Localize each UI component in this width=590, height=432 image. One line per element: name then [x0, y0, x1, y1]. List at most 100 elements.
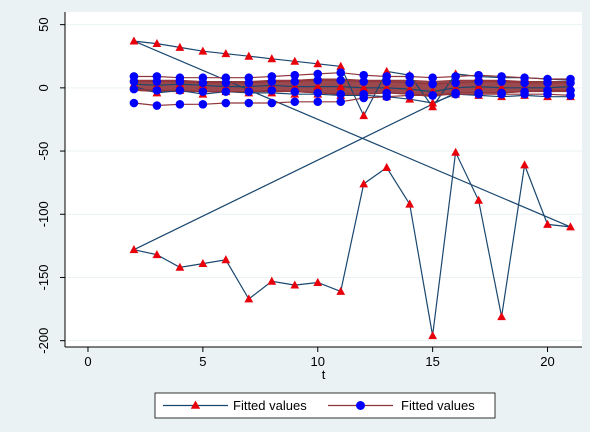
series-1-point-3-13 [428, 79, 437, 89]
series-1-point-1-15 [474, 70, 483, 80]
series-0-point-0-0 [129, 36, 139, 45]
x-axis-title: t [322, 367, 326, 382]
x-tick-label-0: 0 [84, 354, 91, 369]
series-1-point-0-9 [336, 97, 346, 107]
series-1-point-0-5 [244, 98, 254, 108]
series-1-point-2-2 [175, 86, 185, 95]
series-0-line-3 [133, 83, 571, 93]
series-0-point-0-4 [221, 49, 231, 58]
series-1-point-3-5 [244, 78, 254, 88]
series-0-point-1-5 [244, 294, 254, 303]
series-0-point-2-13 [428, 98, 438, 107]
series-0-point-0-8 [313, 59, 323, 68]
y-tick-label-4: -150 [36, 264, 51, 290]
series-0-point-0-5 [244, 51, 254, 60]
legend-item-2: Fitted values [328, 398, 475, 413]
series-1-point-2-0 [129, 84, 139, 94]
y-ticks: 50 0 -50 -100 -150 -200 [36, 17, 65, 354]
series-0-line-2 [133, 86, 571, 104]
series-0-point-1-15 [474, 195, 483, 204]
series-1-point-0-2 [175, 99, 185, 109]
series-0-point-3-10 [359, 83, 369, 92]
series-markers [129, 36, 575, 340]
y-tick-label-5: -200 [36, 328, 51, 354]
series-0-point-1-8 [313, 277, 323, 286]
series-1-point-3-1 [152, 77, 162, 86]
axes [64, 12, 582, 348]
series-1-point-3-10 [359, 77, 369, 86]
series-1-point-3-16 [497, 77, 506, 86]
series-1-point-2-10 [359, 89, 369, 99]
series-1-point-3-11 [382, 77, 391, 86]
series-1-point-3-14 [451, 78, 460, 88]
series-1-point-1-8 [313, 69, 323, 79]
series-1-point-0-8 [313, 97, 323, 107]
series-1-point-2-7 [290, 87, 300, 96]
legend-label-1: Fitted values [233, 398, 307, 413]
legend-circle-marker [356, 401, 365, 410]
series-0-point-0-1 [152, 39, 162, 48]
x-tick-label-3: 15 [425, 354, 439, 369]
series-0-point-1-13 [428, 331, 438, 340]
series-0-point-3-8 [313, 81, 323, 91]
series-1-point-2-17 [520, 87, 529, 96]
series-0-point-1-0 [129, 245, 139, 254]
series-1-point-0-7 [290, 97, 300, 107]
series-0-point-1-1 [152, 250, 162, 259]
series-0-point-0-7 [290, 56, 300, 65]
series-0-line-1 [133, 150, 571, 336]
series-1-point-3-4 [221, 78, 231, 88]
x-tick-label-4: 20 [540, 354, 554, 369]
series-1-point-0-1 [152, 101, 162, 110]
series-0-point-1-7 [290, 280, 300, 289]
series-1-point-2-13 [428, 91, 437, 100]
series-0-point-1-3 [198, 258, 208, 268]
series-1-point-2-9 [336, 89, 346, 99]
series-1-point-2-3 [198, 87, 208, 96]
plot-area [65, 12, 582, 347]
series-1-point-1-9 [336, 68, 346, 77]
x-ticks: 0 5 10 15 20 [84, 347, 555, 369]
legend-triangle-marker [190, 400, 201, 409]
series-0-point-1-18 [543, 219, 552, 228]
series-1-point-1-14 [451, 72, 460, 81]
series-1-point-3-17 [520, 78, 529, 88]
series-0-point-1-9 [336, 286, 346, 295]
series-0-point-0-2 [175, 42, 185, 51]
series-1-point-2-6 [267, 86, 277, 95]
series-1-point-0-0 [129, 98, 139, 108]
x-tick-label-2: 10 [311, 354, 325, 369]
series-1-point-3-15 [474, 77, 483, 86]
series-0-point-3-9 [336, 81, 346, 91]
y-tick-label-1: 0 [36, 84, 51, 91]
series-1-point-3-9 [336, 75, 346, 85]
series-0-point-1-6 [267, 276, 277, 285]
series-1-point-2-4 [221, 87, 231, 96]
crossing-line-0 [133, 40, 571, 228]
series-0-point-0-10 [359, 111, 369, 120]
series-0-point-0-9 [336, 61, 346, 70]
series-0-point-0-3 [198, 46, 208, 55]
series-1-point-2-18 [543, 86, 552, 95]
y-tick-label-2: -50 [36, 142, 51, 161]
series-0-point-1-14 [451, 147, 460, 156]
series-1-point-2-14 [451, 88, 460, 98]
series-1-point-2-16 [497, 88, 506, 98]
series-0-point-1-2 [175, 262, 185, 271]
series-1-point-2-1 [152, 86, 162, 95]
series-1-point-3-19 [566, 78, 575, 88]
y-tick-label-3: -100 [36, 201, 51, 227]
series-1-point-1-12 [405, 72, 414, 81]
series-1-point-3-18 [543, 78, 552, 88]
series-1-point-2-5 [244, 87, 254, 96]
y-tick-label-0: 50 [36, 17, 51, 31]
series-1-point-3-6 [267, 77, 277, 86]
series-1-point-1-7 [290, 70, 300, 80]
series-0-point-1-12 [405, 199, 415, 208]
series-1-point-0-3 [198, 99, 208, 109]
series-0-point-1-19 [566, 222, 575, 231]
series-1-point-2-15 [474, 88, 483, 98]
series-0-point-1-16 [497, 312, 506, 321]
series-0-point-3-15 [474, 81, 483, 91]
